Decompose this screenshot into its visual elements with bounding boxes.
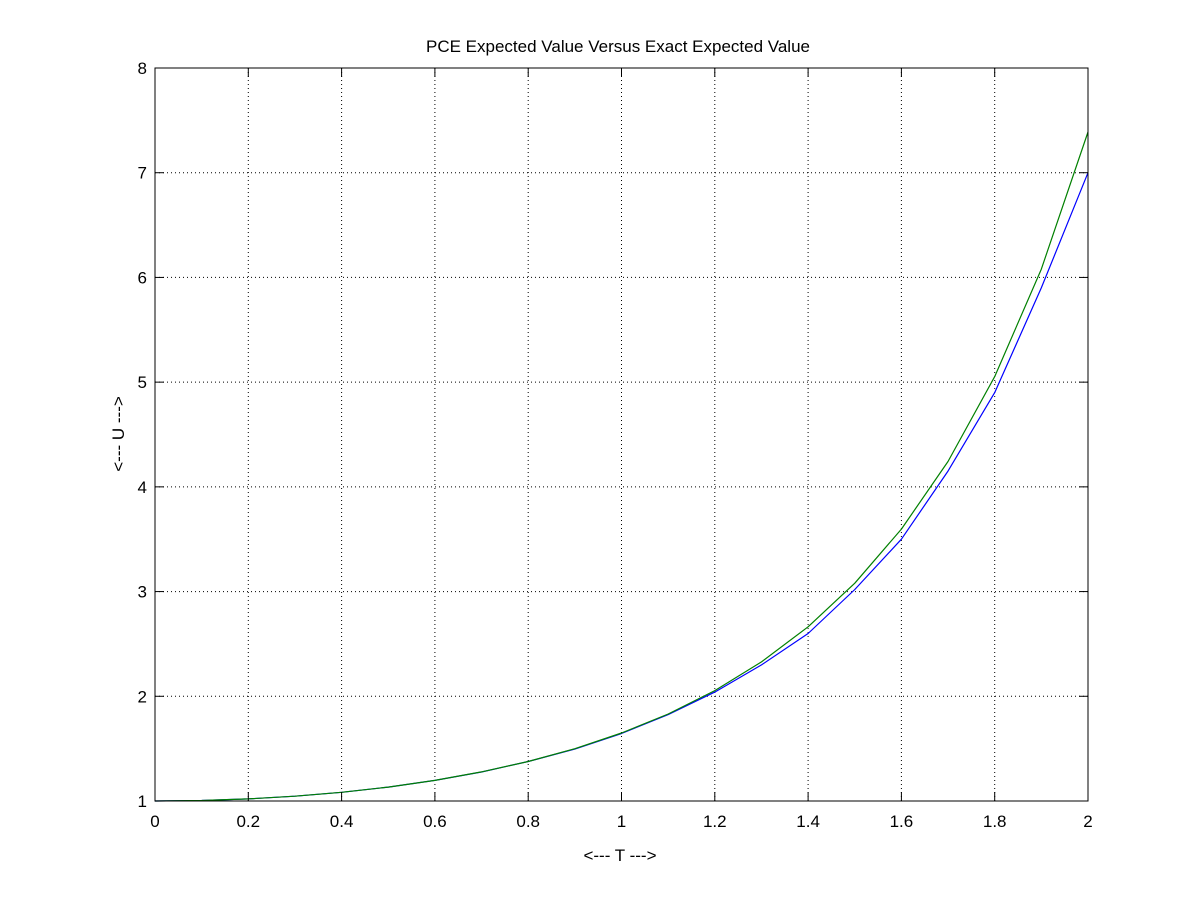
plot-area — [155, 68, 1088, 801]
y-tick-label: 1 — [138, 792, 147, 811]
x-tick-label: 1 — [617, 812, 626, 831]
y-tick-label: 3 — [138, 583, 147, 602]
series-layer — [154, 131, 1089, 802]
x-tick-label: 0.2 — [236, 812, 260, 831]
x-tick-label: 1.4 — [796, 812, 820, 831]
y-tick-label: 8 — [138, 59, 147, 78]
y-axis-label: <--- U ---> — [109, 396, 128, 472]
y-tick-label: 6 — [138, 268, 147, 287]
y-tick-label: 5 — [138, 373, 147, 392]
x-tick-label: 0.8 — [516, 812, 540, 831]
chart-title: PCE Expected Value Versus Exact Expected… — [426, 37, 810, 56]
x-tick-label: 0.4 — [330, 812, 354, 831]
x-tick-label: 1.8 — [983, 812, 1007, 831]
x-tick-label: 0.6 — [423, 812, 447, 831]
x-tick-label: 2 — [1083, 812, 1092, 831]
x-axis-label: <--- T ---> — [583, 846, 656, 865]
y-tick-label: 2 — [138, 687, 147, 706]
ticks — [154, 67, 1089, 802]
x-tick-label: 1.6 — [890, 812, 914, 831]
x-tick-label: 1.2 — [703, 812, 727, 831]
x-tick-label: 0 — [150, 812, 159, 831]
series-line-2 — [154, 131, 1089, 802]
y-tick-label: 4 — [138, 478, 147, 497]
y-tick-label: 7 — [138, 164, 147, 183]
tick-labels: 0 0.2 0.4 0.6 0.8 1 1.2 1.4 1.6 1.8 2 1 2 3 4 5 6 7 8 — [138, 59, 1093, 831]
